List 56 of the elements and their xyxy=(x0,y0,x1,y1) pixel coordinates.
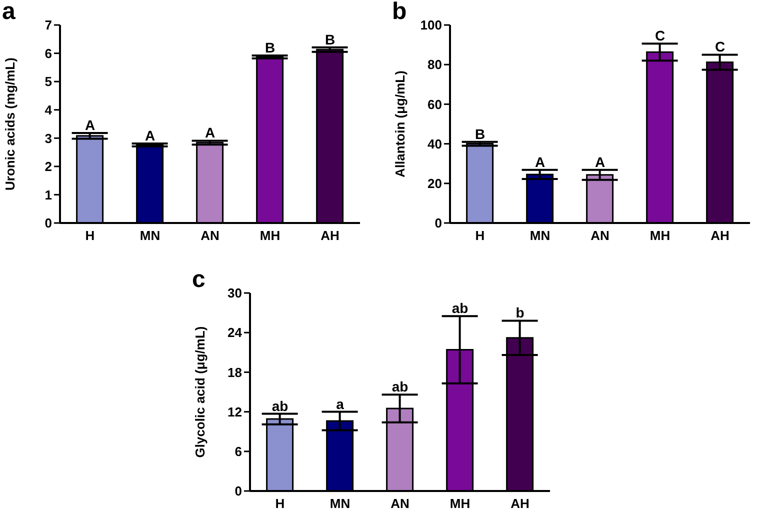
annotation: ab xyxy=(272,398,288,414)
x-tick-label: H xyxy=(85,228,95,244)
y-tick-label: 1 xyxy=(44,187,52,202)
y-tick-label: 6 xyxy=(44,46,52,61)
y-axis-title: Glycolic acid (μg/mL) xyxy=(192,326,208,458)
x-tick-label: AH xyxy=(710,228,730,244)
annotation: b xyxy=(516,304,524,321)
x-tick-label: AN xyxy=(390,496,410,512)
annotation: A xyxy=(534,154,546,170)
y-tick-label: 24 xyxy=(228,325,243,340)
y-tick-label: 40 xyxy=(428,136,442,152)
x-tick-label: H xyxy=(475,228,485,244)
annotation: A xyxy=(144,128,156,144)
x-tick-label: MN xyxy=(530,228,550,244)
y-tick-label: 2 xyxy=(44,159,52,174)
annotation: ab xyxy=(392,378,408,395)
annotation: C xyxy=(714,38,726,55)
y-tick-label: 0 xyxy=(44,216,52,231)
y-axis-title: Allantoin (μg/mL) xyxy=(392,70,408,178)
y-tick-label: 6 xyxy=(234,444,242,460)
y-tick-label: 3 xyxy=(44,130,52,146)
x-tick-label: AH xyxy=(320,228,340,244)
annotation: a xyxy=(336,396,344,412)
x-tick-label: AH xyxy=(510,496,530,512)
chart-title: c xyxy=(192,266,206,294)
x-tick-label: MH xyxy=(650,228,670,244)
annotation: A xyxy=(594,154,606,170)
y-tick-label: 4 xyxy=(44,102,53,118)
y-tick-label: 20 xyxy=(428,176,442,192)
annotation: B xyxy=(324,31,336,48)
chart-title: a xyxy=(2,0,16,26)
annotation: A xyxy=(204,124,216,141)
annotation: B xyxy=(264,40,276,56)
x-tick-label: AN xyxy=(200,228,220,244)
x-tick-label: MN xyxy=(140,228,160,244)
y-tick-label: 18 xyxy=(228,364,242,380)
annotation: B xyxy=(474,126,486,142)
x-tick-label: MN xyxy=(330,496,350,512)
annotation: ab xyxy=(452,300,468,316)
y-tick-label: 0 xyxy=(434,216,442,231)
annotation: C xyxy=(654,28,666,44)
y-tick-label: 100 xyxy=(420,18,442,33)
x-tick-label: H xyxy=(275,496,285,512)
chart-title: b xyxy=(392,0,407,26)
y-tick-label: 60 xyxy=(428,96,442,112)
annotation: A xyxy=(84,117,96,134)
y-tick-label: 30 xyxy=(228,286,242,301)
y-tick-label: 5 xyxy=(44,74,52,90)
y-tick-label: 80 xyxy=(428,57,442,72)
x-tick-label: MH xyxy=(450,496,470,512)
y-tick-label: 7 xyxy=(44,18,52,33)
x-tick-label: MH xyxy=(260,228,280,244)
y-tick-label: 12 xyxy=(228,404,242,420)
y-tick-label: 0 xyxy=(234,484,242,499)
x-tick-label: AN xyxy=(590,228,610,244)
y-axis-title: Uronic acids (mg/mL) xyxy=(2,58,18,190)
